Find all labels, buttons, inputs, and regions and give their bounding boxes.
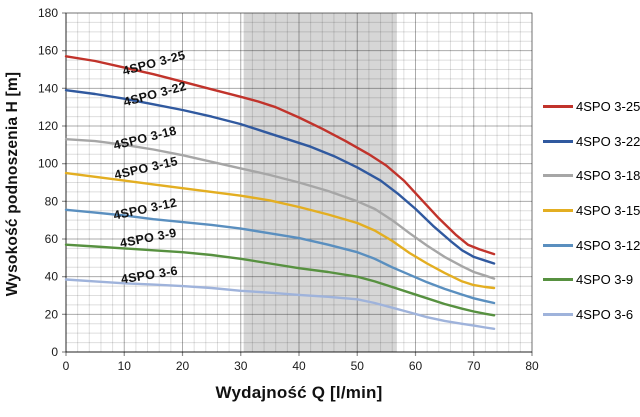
y-tick-label: 0	[51, 345, 58, 359]
legend-label: 4SPO 3-9	[576, 272, 634, 288]
plot-border	[65, 12, 533, 353]
legend-line-swatch	[543, 243, 573, 247]
series-line-4spo-3-22	[64, 89, 496, 265]
legend-item-4spo-3-22: 4SPO 3-22	[543, 130, 640, 153]
series-line-4spo-3-6	[64, 278, 496, 330]
legend-item-4spo-3-6: 4SPO 3-6	[543, 303, 640, 326]
legend-line-swatch	[543, 313, 573, 317]
y-tick-label: 20	[45, 307, 59, 321]
legend-label: 4SPO 3-22	[576, 133, 640, 149]
x-tick-label: 50	[351, 359, 365, 373]
y-tick-label: 80	[45, 194, 59, 208]
legend-label: 4SPO 3-25	[576, 99, 640, 114]
legend-label: 4SPO 3-6	[576, 307, 634, 323]
x-tick-label: 40	[292, 359, 306, 373]
series-line-4spo-3-12	[64, 208, 496, 305]
x-tick-label: 0	[63, 359, 70, 373]
legend-item-4spo-3-25: 4SPO 3-25	[543, 95, 640, 118]
legend-line-swatch	[543, 209, 573, 213]
legend-line-swatch	[543, 139, 573, 143]
legend-label: 4SPO 3-12	[576, 237, 640, 253]
legend-line-swatch	[543, 174, 573, 178]
x-tick-label: 70	[467, 359, 481, 373]
series-line-4spo-3-9	[64, 243, 496, 317]
y-tick-label: 160	[38, 44, 58, 58]
x-axis-title: Wydajność Q [l/min]	[215, 383, 383, 402]
curve-label: 4SPO 3-15	[113, 154, 179, 182]
y-tick-label: 60	[45, 232, 59, 246]
legend-item-4spo-3-18: 4SPO 3-18	[543, 164, 640, 187]
y-tick-label: 100	[38, 157, 58, 171]
legend-label: 4SPO 3-18	[576, 168, 640, 184]
y-tick-label: 120	[38, 119, 58, 133]
x-tick-label: 60	[409, 359, 423, 373]
legend-line-swatch	[543, 105, 573, 108]
x-tick-label: 10	[118, 359, 132, 373]
x-tick-label: 30	[234, 359, 248, 373]
x-tick-label: 20	[176, 359, 190, 373]
series-line-4spo-3-15	[64, 171, 496, 290]
legend-label: 4SPO 3-15	[576, 203, 640, 219]
series-line-4spo-3-18	[64, 138, 496, 280]
x-tick-label: 80	[525, 359, 539, 373]
legend-item-4spo-3-15: 4SPO 3-15	[543, 199, 640, 222]
y-tick-label: 140	[38, 81, 58, 95]
y-tick-label: 40	[45, 270, 59, 284]
legend-item-4spo-3-12: 4SPO 3-12	[543, 234, 640, 257]
y-tick-label: 180	[38, 6, 58, 20]
legend-item-4spo-3-9: 4SPO 3-9	[543, 268, 640, 291]
legend-line-swatch	[543, 278, 573, 282]
legend: 4SPO 3-25 4SPO 3-22 4SPO 3-18 4SPO 3-15 4SPO…	[543, 95, 640, 338]
series-line-4spo-3-25	[64, 55, 496, 256]
